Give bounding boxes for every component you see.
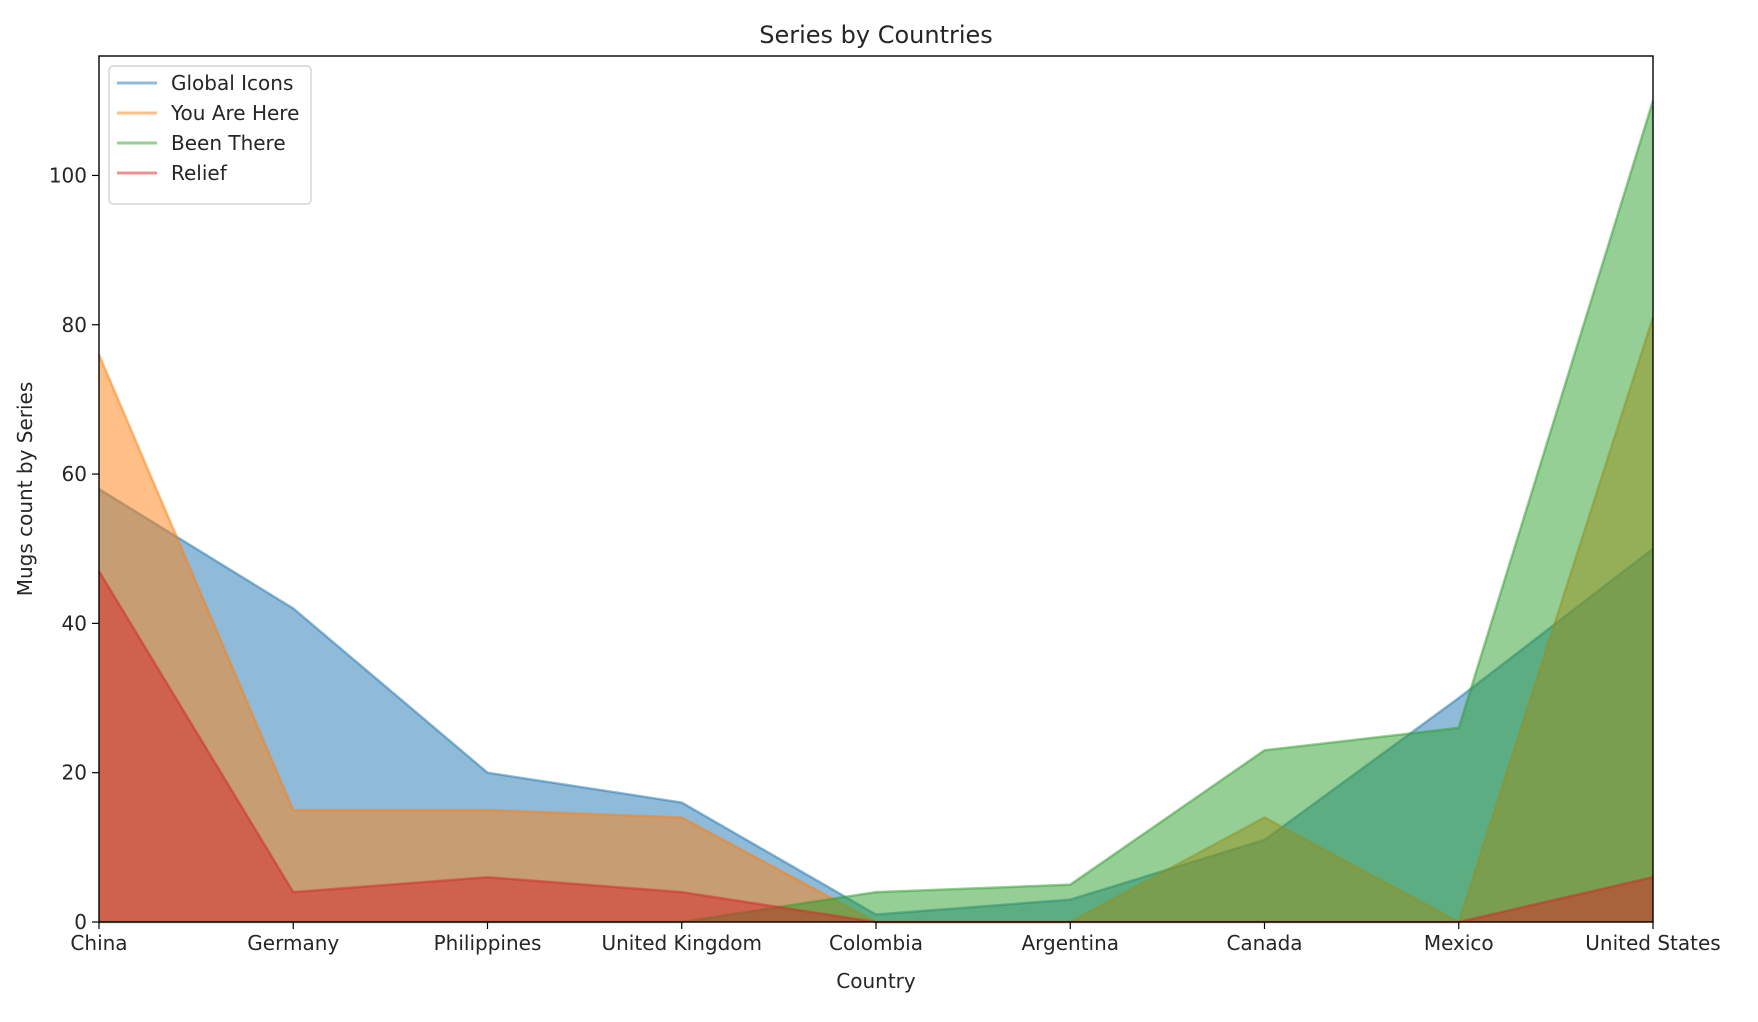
x-tick-label: Canada xyxy=(1226,931,1302,955)
y-axis: 0 20 40 60 80 100 xyxy=(49,163,99,934)
x-tick-label: Mexico xyxy=(1424,931,1494,955)
x-tick-label: Argentina xyxy=(1021,931,1119,955)
chart-title: Series by Countries xyxy=(759,21,993,49)
y-tick-label: 60 xyxy=(62,462,87,486)
legend-item-you-are-here: You Are Here xyxy=(117,101,299,125)
legend-item-relief: Relief xyxy=(117,161,228,185)
y-tick-label: 20 xyxy=(62,761,87,785)
legend-label: Global Icons xyxy=(171,71,293,95)
y-tick-label: 100 xyxy=(49,163,87,187)
x-tick-label: Colombia xyxy=(829,931,923,955)
legend-label: You Are Here xyxy=(170,101,299,125)
series-layer xyxy=(97,100,1655,924)
y-tick-label: 0 xyxy=(74,910,87,934)
area-been-there xyxy=(99,100,1653,923)
legend-label: Been There xyxy=(171,131,286,155)
legend-items: Global Icons You Are Here Been There Relief xyxy=(117,71,299,185)
y-tick-label: 40 xyxy=(62,611,87,635)
y-axis-label: Mugs count by Series xyxy=(13,382,37,597)
x-tick-label: Germany xyxy=(247,931,339,955)
legend-label: Relief xyxy=(171,161,228,185)
legend-item-global-icons: Global Icons xyxy=(117,71,293,95)
x-tick-label: United States xyxy=(1585,931,1720,955)
legend-box xyxy=(108,65,312,205)
x-tick-label: Philippines xyxy=(434,931,542,955)
legend: Global Icons You Are Here Been There Relief xyxy=(108,65,312,205)
area-relief xyxy=(99,571,1653,922)
y-tick-label: 80 xyxy=(62,313,87,337)
x-tick-label: United Kingdom xyxy=(601,931,762,955)
x-axis-label: Country xyxy=(836,969,916,993)
legend-item-been-there: Been There xyxy=(117,131,286,155)
x-tick-label: China xyxy=(70,931,127,955)
x-axis: China Germany Philippines United Kingdom Col… xyxy=(70,922,1721,955)
